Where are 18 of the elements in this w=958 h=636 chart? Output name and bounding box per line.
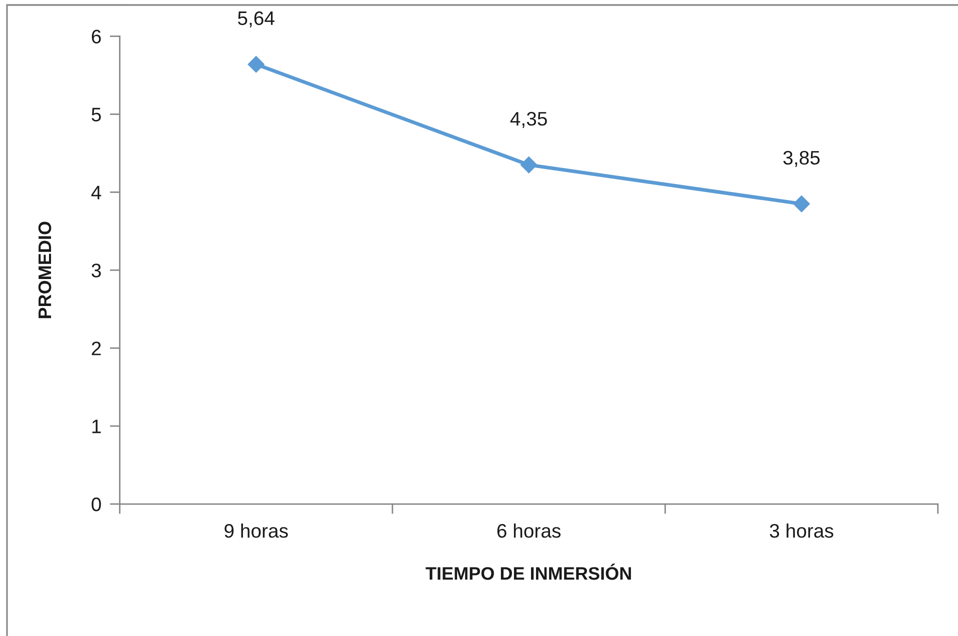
y-tick-label: 2 xyxy=(92,342,101,356)
data-label: 5,64 xyxy=(238,11,274,28)
y-axis-title: PROMEDIO xyxy=(38,222,52,318)
y-tick-label: 5 xyxy=(92,108,101,122)
x-tick-label: 9 horas xyxy=(224,523,288,538)
x-tick-label: 3 horas xyxy=(770,523,834,538)
x-tick-label: 6 horas xyxy=(497,523,561,538)
y-tick-label: 4 xyxy=(91,186,102,200)
data-label: 3,85 xyxy=(783,150,820,167)
x-axis-title: TIEMPO DE INMERSIÓN xyxy=(426,564,631,580)
y-tick-label: 1 xyxy=(92,420,101,434)
y-tick-label: 6 xyxy=(92,30,101,44)
point xyxy=(793,195,810,212)
y-tick-label: 0 xyxy=(92,498,101,512)
y-tick-label: 3 xyxy=(92,264,101,278)
point xyxy=(248,56,264,73)
data-label: 4,35 xyxy=(510,112,547,128)
point xyxy=(520,156,538,174)
